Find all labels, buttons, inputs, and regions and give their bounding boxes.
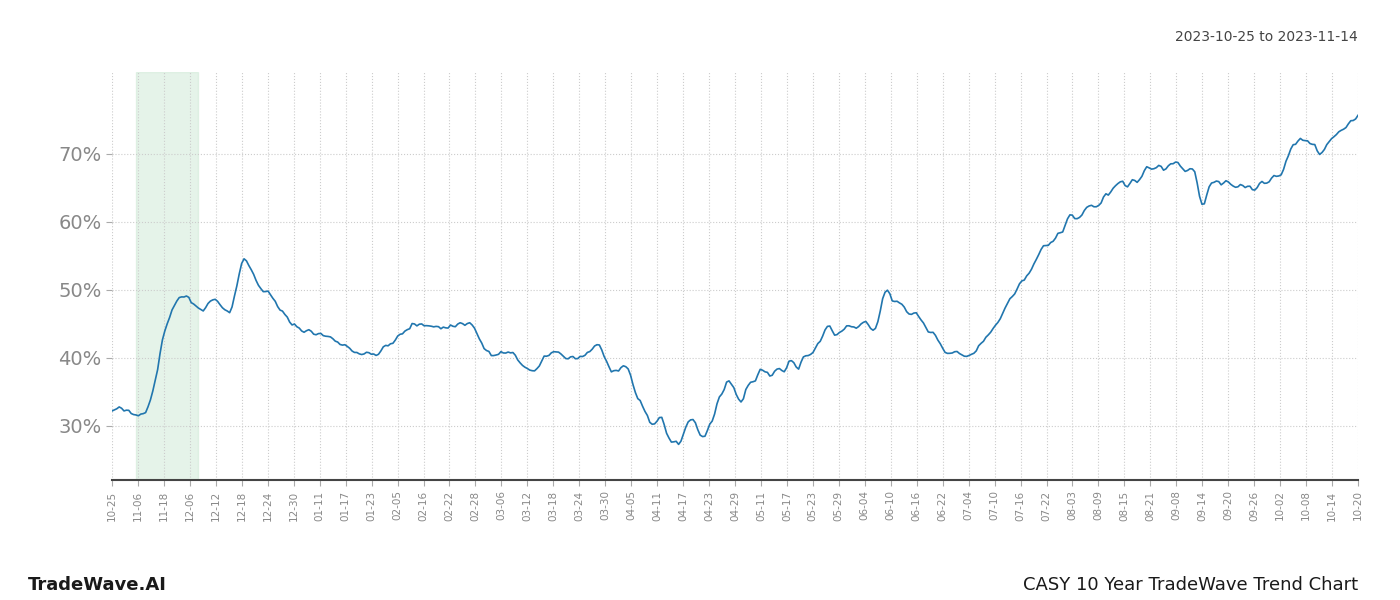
Text: 2023-10-25 to 2023-11-14: 2023-10-25 to 2023-11-14 — [1175, 30, 1358, 44]
Text: TradeWave.AI: TradeWave.AI — [28, 576, 167, 594]
Bar — [136, 72, 199, 480]
Text: CASY 10 Year TradeWave Trend Chart: CASY 10 Year TradeWave Trend Chart — [1023, 576, 1358, 594]
